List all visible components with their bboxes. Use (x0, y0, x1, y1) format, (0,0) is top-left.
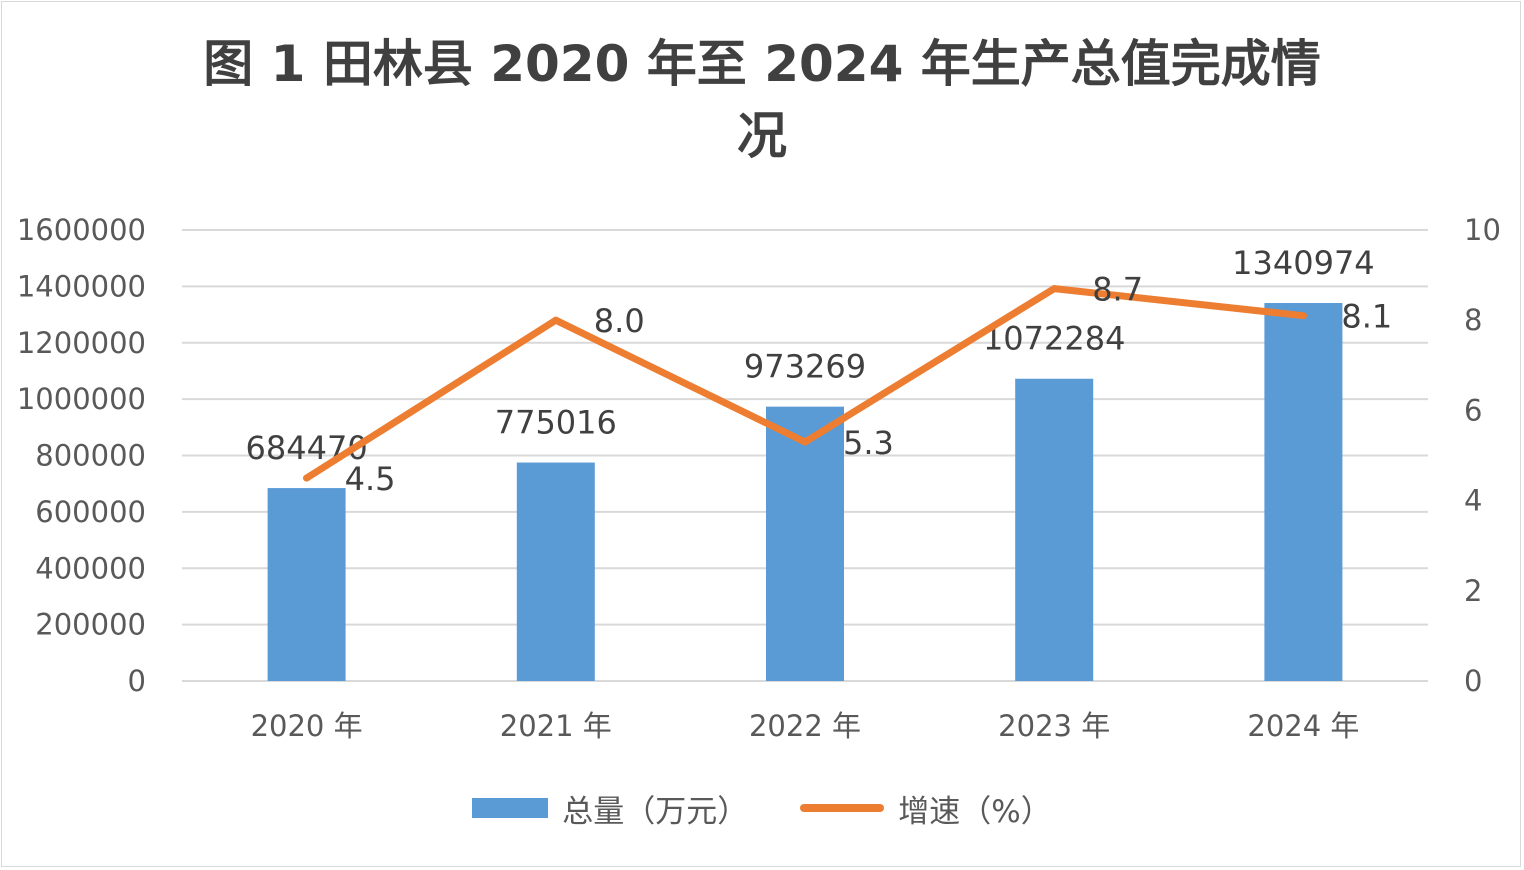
y-left-tick-label: 600000 (35, 495, 146, 529)
bar-data-label: 775016 (495, 404, 617, 442)
y-left-tick-label: 1000000 (17, 382, 146, 416)
line-data-label: 8.1 (1341, 298, 1392, 336)
y-left-tick-label: 1400000 (17, 269, 146, 303)
legend-bar-swatch (472, 798, 549, 818)
line-data-label: 4.5 (345, 460, 396, 498)
legend-line-label: 增速（%） (898, 793, 1052, 830)
legend-bar-label: 总量（万元） (562, 793, 749, 830)
x-tick-label: 2020 年 (251, 709, 363, 743)
chart-title-line1: 图 1 田林县 2020 年至 2024 年生产总值完成情 (203, 35, 1321, 93)
y-left-tick-label: 400000 (35, 551, 146, 585)
line-point (1299, 312, 1307, 320)
bar-data-label: 1072284 (983, 320, 1126, 358)
x-tick-label: 2021 年 (500, 709, 612, 743)
bar (766, 406, 844, 681)
bar (267, 488, 346, 681)
y-left-tick-label: 200000 (35, 608, 146, 642)
y-left-tick-label: 1200000 (17, 326, 146, 360)
y-left-tick-label: 0 (128, 664, 146, 698)
x-tick-label: 2022 年 (749, 709, 861, 743)
y-right-tick-label: 0 (1464, 664, 1482, 698)
y-right-tick-label: 2 (1464, 574, 1482, 608)
chart-title: 图 1 田林县 2020 年至 2024 年生产总值完成情 况 (150, 28, 1374, 172)
x-tick-label: 2024 年 (1247, 709, 1359, 743)
y-right-tick-label: 8 (1464, 303, 1482, 337)
bar-data-label: 973269 (744, 348, 866, 386)
legend-item-line: 增速（%） (800, 786, 1052, 831)
bar-data-label: 684470 (246, 429, 368, 467)
y-left-tick-label: 1600000 (17, 213, 146, 247)
bar-data-label: 1340974 (1232, 244, 1375, 282)
chart-legend: 总量（万元） 增速（%） (0, 782, 1524, 834)
bar (1264, 303, 1343, 681)
y-right-tick-label: 6 (1464, 393, 1482, 427)
legend-line-swatch (800, 804, 885, 812)
chart-title-line2: 况 (737, 107, 787, 165)
x-tick-label: 2023 年 (998, 709, 1110, 743)
y-right-tick-label: 10 (1464, 213, 1501, 247)
legend-item-bar: 总量（万元） (472, 786, 748, 831)
line-point (552, 316, 560, 324)
bar (516, 462, 595, 681)
line-point (1050, 285, 1058, 293)
line-data-label: 8.7 (1092, 271, 1143, 309)
line-point (801, 438, 809, 446)
y-right-tick-label: 4 (1464, 484, 1482, 518)
y-left-tick-label: 800000 (35, 439, 146, 473)
line-data-label: 8.0 (594, 302, 645, 340)
line-data-label: 5.3 (843, 424, 894, 462)
line-point (303, 474, 311, 482)
bar (1015, 378, 1094, 681)
